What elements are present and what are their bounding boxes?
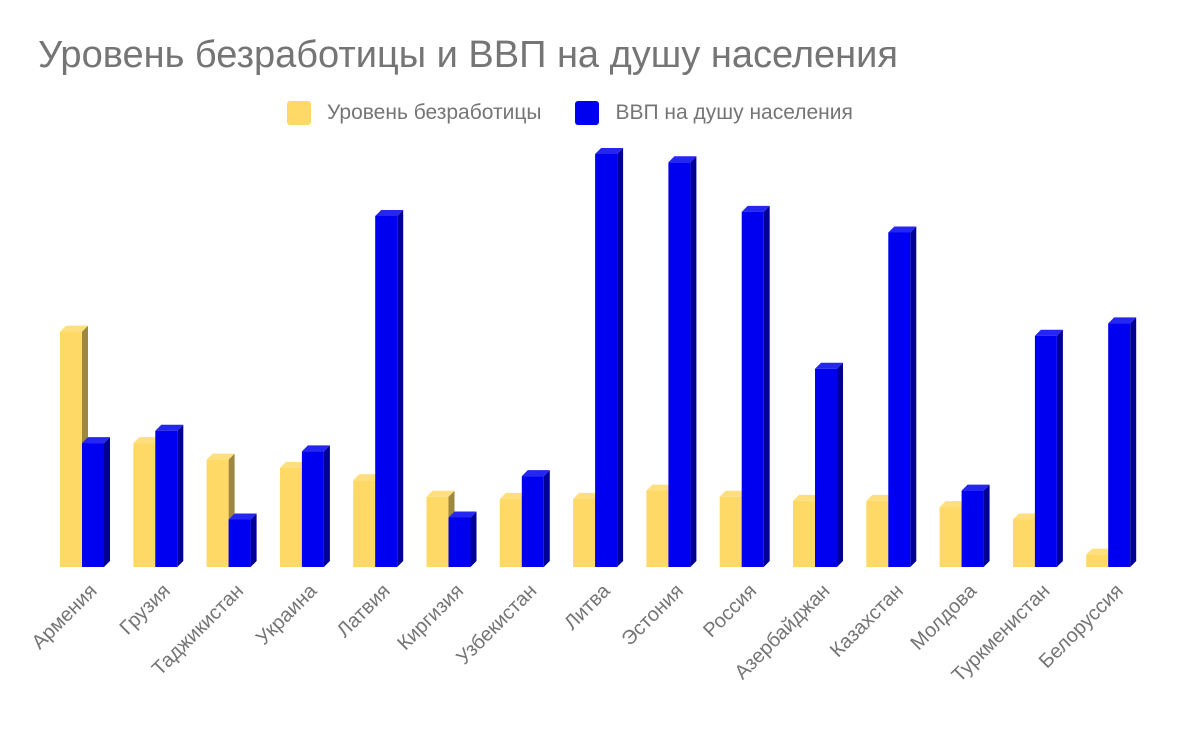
- bar-gdp-0[interactable]: [82, 437, 110, 567]
- x-tick-label: Киргизия: [393, 580, 468, 655]
- legend-swatch-unemployment: [287, 101, 311, 125]
- legend-label-gdp: ВВП на душу населения: [615, 101, 853, 124]
- x-tick-label: Грузия: [116, 580, 175, 639]
- chart-title: Уровень безработицы и ВВП на душу населе…: [38, 34, 898, 76]
- bar-gdp-8[interactable]: [668, 156, 697, 567]
- legend-label-unemployment: Уровень безработицы: [327, 101, 542, 124]
- bar-gdp-9[interactable]: [741, 205, 770, 567]
- bar-gdp-4[interactable]: [375, 209, 404, 567]
- bar-gdp-11[interactable]: [888, 226, 917, 567]
- bar-gdp-14[interactable]: [1108, 317, 1137, 567]
- bar-gdp-5[interactable]: [448, 511, 477, 567]
- x-tick-label: Латвия: [333, 580, 395, 642]
- x-tick-label: Эстония: [618, 580, 688, 650]
- legend-item-gdp[interactable]: ВВП на душу населения: [575, 101, 853, 125]
- bar-gdp-1[interactable]: [155, 424, 184, 567]
- bar-gdp-2[interactable]: [228, 513, 257, 567]
- x-tick-label: Россия: [699, 580, 761, 642]
- legend: Уровень безработицы ВВП на душу населени…: [287, 98, 887, 128]
- bar-gdp-6[interactable]: [521, 470, 550, 567]
- x-tick-label: Казахстан: [826, 580, 908, 662]
- bar-gdp-3[interactable]: [301, 445, 330, 567]
- legend-item-unemployment[interactable]: Уровень безработицы: [287, 101, 541, 125]
- x-tick-label: Армения: [28, 580, 102, 654]
- bar-gdp-7[interactable]: [595, 148, 624, 567]
- bars-layer: [60, 148, 1137, 567]
- x-tick-label: Молдова: [906, 579, 981, 654]
- bar-gdp-12[interactable]: [961, 484, 990, 567]
- bar-gdp-13[interactable]: [1034, 329, 1063, 567]
- bar-gdp-10[interactable]: [815, 362, 843, 567]
- legend-swatch-gdp: [575, 101, 600, 125]
- x-tick-label: Литва: [560, 579, 615, 634]
- x-tick-label: Украина: [252, 579, 322, 649]
